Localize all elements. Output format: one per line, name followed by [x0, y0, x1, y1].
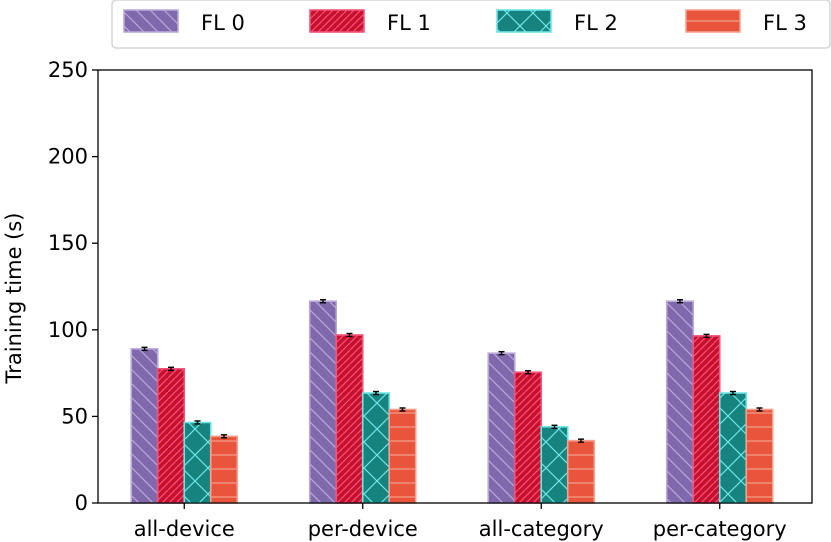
error-bars-layer [141, 299, 763, 443]
bar-fl-3-per-category [745, 408, 774, 504]
error-bar [373, 390, 379, 396]
bars-layer [130, 300, 774, 504]
error-bar [346, 332, 353, 338]
error-bar [498, 350, 505, 356]
legend-swatch [309, 9, 365, 33]
error-bar [730, 390, 736, 396]
plot-frame [97, 69, 813, 504]
bar-fl-2-per-device [361, 392, 391, 504]
bar-fl-2-per-category [718, 392, 748, 504]
x-tick-label: per-category [653, 517, 787, 541]
error-bar [141, 346, 148, 352]
legend-label: FL 3 [763, 11, 807, 35]
bar-fl-3-all-device [209, 435, 239, 504]
error-bar [168, 366, 174, 371]
y-tick-label: 250 [48, 58, 88, 82]
legend-entry: FL 1 [309, 9, 431, 35]
x-tick-label: per-device [308, 517, 418, 541]
bar-fl-0-per-device [308, 300, 338, 504]
x-tick-label: all-device [134, 517, 235, 541]
y-axis-label: Training time (s) [2, 213, 26, 385]
bar-fl-0-all-device [130, 348, 159, 504]
legend-entry: FL 2 [496, 9, 618, 35]
error-bar [525, 370, 531, 375]
bar-fl-1-per-category [692, 335, 721, 504]
legend-swatch [496, 9, 552, 33]
legend-swatch [685, 9, 741, 33]
legend-label: FL 2 [574, 11, 618, 35]
error-bar [703, 333, 710, 339]
legend-swatch [123, 9, 179, 33]
bar-fl-2-all-category [540, 425, 569, 504]
bar-fl-2-all-device [183, 421, 212, 504]
bar-fl-0-per-category [665, 300, 695, 504]
legend-entry: FL 0 [123, 9, 245, 35]
error-bar [221, 434, 227, 439]
error-bar [399, 407, 406, 412]
x-axis: all-device per-device all-category per-cate… [134, 503, 787, 541]
y-tick-label: 50 [61, 404, 88, 428]
legend-box [111, 0, 831, 49]
bar-fl-3-per-device [388, 408, 417, 504]
legend-label: FL 0 [201, 11, 245, 35]
x-tick-label: all-category [479, 517, 604, 541]
bar-fl-1-all-category [513, 371, 543, 504]
legend: FL 0 FL 1 FL 2 FL 3 [111, 0, 831, 49]
error-bar [194, 420, 201, 425]
error-bar [578, 438, 584, 443]
legend-entry: FL 3 [685, 9, 807, 35]
error-bar [320, 299, 326, 304]
bar-fl-0-all-category [487, 352, 516, 504]
bar-fl-1-per-device [335, 334, 364, 504]
bar-fl-1-all-device [156, 367, 186, 504]
error-bar [551, 424, 558, 429]
y-tick-label: 100 [48, 318, 88, 342]
bar-fl-3-all-category [566, 439, 596, 504]
error-bar [677, 299, 683, 304]
y-tick-label: 200 [48, 145, 88, 169]
error-bar [756, 407, 763, 412]
y-tick-label: 0 [75, 491, 88, 515]
legend-label: FL 1 [387, 11, 431, 35]
y-axis: 0 50 100 150 200 250 [48, 58, 98, 515]
y-tick-label: 150 [48, 231, 88, 255]
